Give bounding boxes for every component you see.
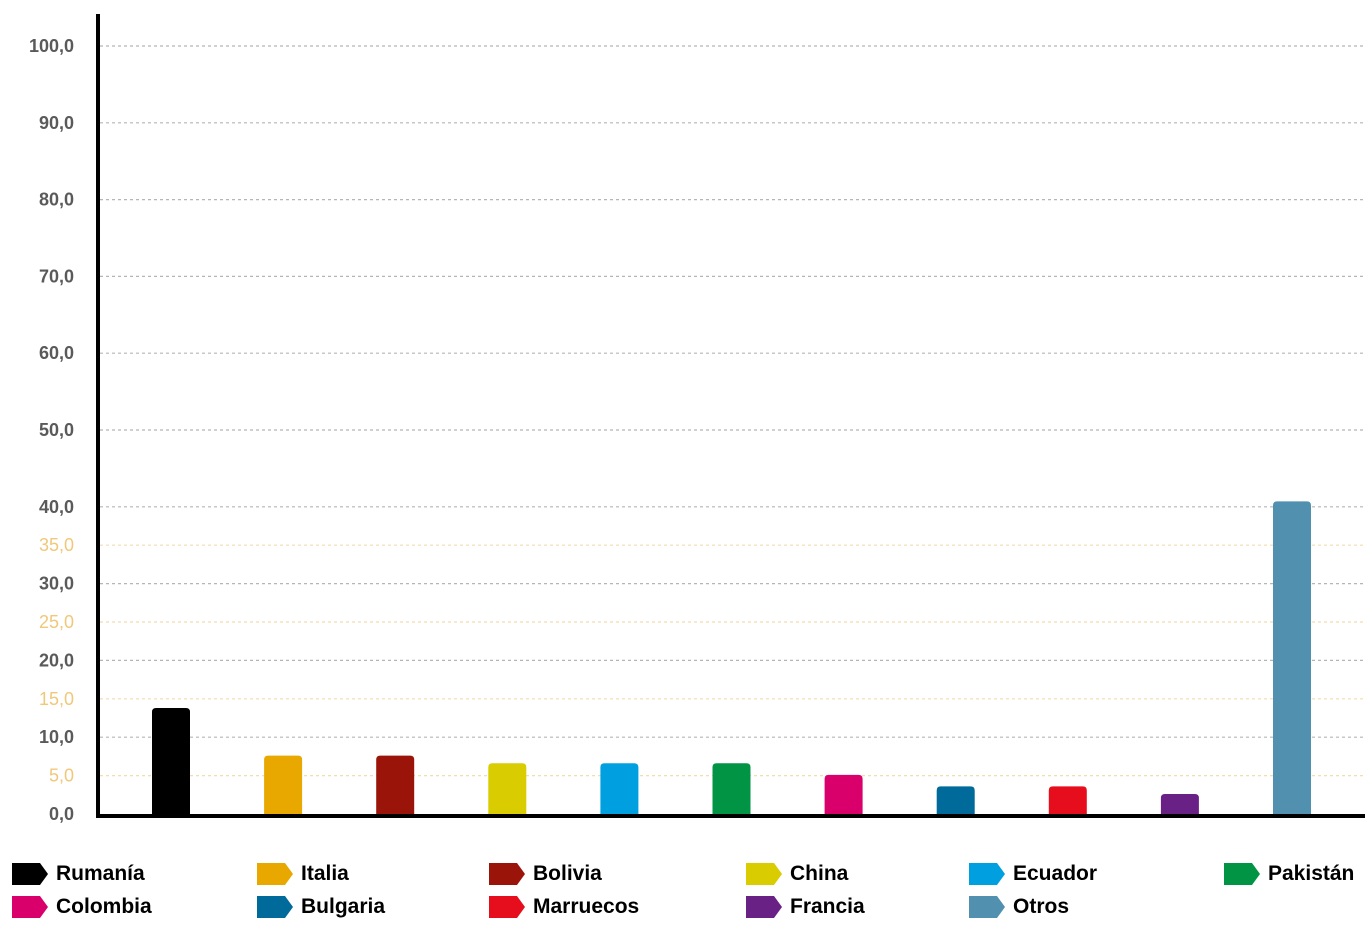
legend-swatch-icon: [969, 863, 1005, 885]
legend-swatch-icon: [969, 896, 1005, 918]
y-tick-label: 50,0: [39, 420, 74, 440]
y-tick-label: 90,0: [39, 113, 74, 133]
legend-swatch-icon: [12, 863, 48, 885]
bar-ecuador: [600, 763, 639, 814]
legend: Rumanía Italia Bolivia China Ecuador Pakistán…: [0, 858, 1365, 947]
legend-label: Pakistán: [1268, 862, 1355, 885]
legend-item: Bolivia: [489, 862, 602, 886]
bar-rumanía: [152, 708, 190, 814]
legend-item: Italia: [257, 862, 349, 886]
legend-label: Rumanía: [56, 862, 145, 885]
y-tick-label: 80,0: [39, 190, 74, 210]
legend-swatch-icon: [489, 863, 525, 885]
legend-item: Pakistán: [1224, 862, 1354, 886]
legend-swatch-icon: [12, 896, 48, 918]
y-axis-tick-labels: 5,0 15,0 25,0 35,0 0,0 10,0 20,0 30,0 40,0 50,0 60…: [29, 36, 74, 824]
legend-label: Colombia: [56, 895, 152, 918]
legend-label: Bulgaria: [301, 895, 386, 918]
legend-swatch-icon: [257, 896, 293, 918]
bar-bulgaria: [936, 786, 975, 814]
legend-swatch-icon: [257, 863, 293, 885]
y-tick-label: 0,0: [49, 804, 74, 824]
bar-bolivia: [376, 755, 415, 814]
y-tick-label-minor: 35,0: [39, 535, 74, 555]
bar-italia: [264, 755, 303, 814]
y-tick-label-minor: 15,0: [39, 689, 74, 709]
legend-label: China: [790, 862, 849, 885]
bar-otros: [1273, 501, 1311, 814]
bar-francia: [1160, 794, 1199, 814]
legend-item: China: [746, 862, 848, 886]
y-tick-label-minor: 25,0: [39, 612, 74, 632]
legend-item: Otros: [969, 895, 1069, 919]
legend-swatch-icon: [746, 863, 782, 885]
y-tick-label-minor: 5,0: [49, 766, 74, 786]
gridlines: [100, 45, 1365, 777]
legend-label: Otros: [1013, 895, 1070, 918]
bar-chart: 5,0 15,0 25,0 35,0 0,0 10,0 20,0 30,0 40,0 50,0 60…: [29, 14, 1365, 824]
y-tick-label: 30,0: [39, 574, 74, 594]
y-tick-label: 40,0: [39, 497, 74, 517]
y-tick-label: 70,0: [39, 266, 74, 286]
y-tick-label: 60,0: [39, 343, 74, 363]
bar-pakistán: [712, 763, 751, 814]
legend-swatch-icon: [746, 896, 782, 918]
legend-swatch-icon: [1224, 863, 1260, 885]
bar-colombia: [824, 774, 863, 814]
legend-item: Francia: [746, 895, 865, 919]
legend-label: Francia: [790, 895, 865, 918]
y-tick-label: 20,0: [39, 650, 74, 670]
legend-item: Rumanía: [12, 862, 145, 886]
legend-item: Marruecos: [489, 895, 639, 919]
legend-item: Bulgaria: [257, 895, 385, 919]
bar-china: [488, 763, 527, 814]
legend-label: Italia: [301, 862, 349, 885]
y-tick-label: 100,0: [29, 36, 74, 56]
legend-swatch-icon: [489, 896, 525, 918]
legend-label: Ecuador: [1013, 862, 1098, 885]
legend-item: Colombia: [12, 895, 152, 919]
legend-item: Ecuador: [969, 862, 1097, 886]
y-tick-label: 10,0: [39, 727, 74, 747]
legend-label: Marruecos: [533, 895, 640, 918]
bars: [152, 501, 1311, 814]
legend-label: Bolivia: [533, 862, 602, 885]
bar-marruecos: [1048, 786, 1087, 814]
